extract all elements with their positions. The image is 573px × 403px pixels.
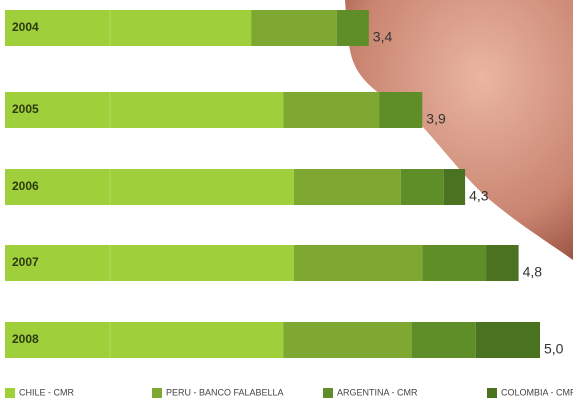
total-label: 3,9 (426, 111, 446, 127)
face-photo (345, 0, 573, 260)
bar-segment (443, 169, 466, 205)
bar-segment (293, 245, 423, 281)
legend-swatch (323, 388, 333, 398)
bar-segment (400, 169, 444, 205)
legend-swatch (5, 388, 15, 398)
bar-segment (283, 92, 380, 128)
bar-segment (411, 322, 476, 358)
year-label: 2008 (12, 332, 39, 346)
bar-segment (5, 169, 294, 205)
bar-segment (283, 322, 412, 358)
year-label: 2006 (12, 179, 39, 193)
year-label: 2004 (12, 20, 39, 34)
legend-label: COLOMBIA - CMR (501, 387, 573, 397)
bar-segment (5, 10, 252, 46)
year-label: 2005 (12, 102, 39, 116)
bar-segment (5, 322, 284, 358)
bar-segment (251, 10, 337, 46)
total-label: 5,0 (544, 341, 564, 357)
bar-segment (486, 245, 519, 281)
total-label: 4,3 (469, 188, 489, 204)
legend-swatch (487, 388, 497, 398)
legend-label: CHILE - CMR (19, 387, 75, 397)
legend: CHILE - CMR PERU - BANCO FALABELLA ARGENTI… (5, 387, 573, 398)
total-label: 4,8 (523, 264, 543, 280)
bar-segment (422, 245, 487, 281)
total-label: 3,4 (373, 29, 393, 45)
bars: 2004 3,4 2005 3,9 2006 4,3 2007 4,8 2008 5,0 (5, 10, 564, 358)
bar-segment (475, 322, 540, 358)
year-label: 2007 (12, 255, 39, 269)
legend-label: PERU - BANCO FALABELLA (166, 387, 284, 397)
bar-segment (293, 169, 401, 205)
legend-label: ARGENTINA - CMR (337, 387, 418, 397)
bar-segment (336, 10, 369, 46)
bar-segment (379, 92, 423, 128)
bar-segment (5, 92, 284, 128)
legend-swatch (152, 388, 162, 398)
bar-segment (5, 245, 294, 281)
